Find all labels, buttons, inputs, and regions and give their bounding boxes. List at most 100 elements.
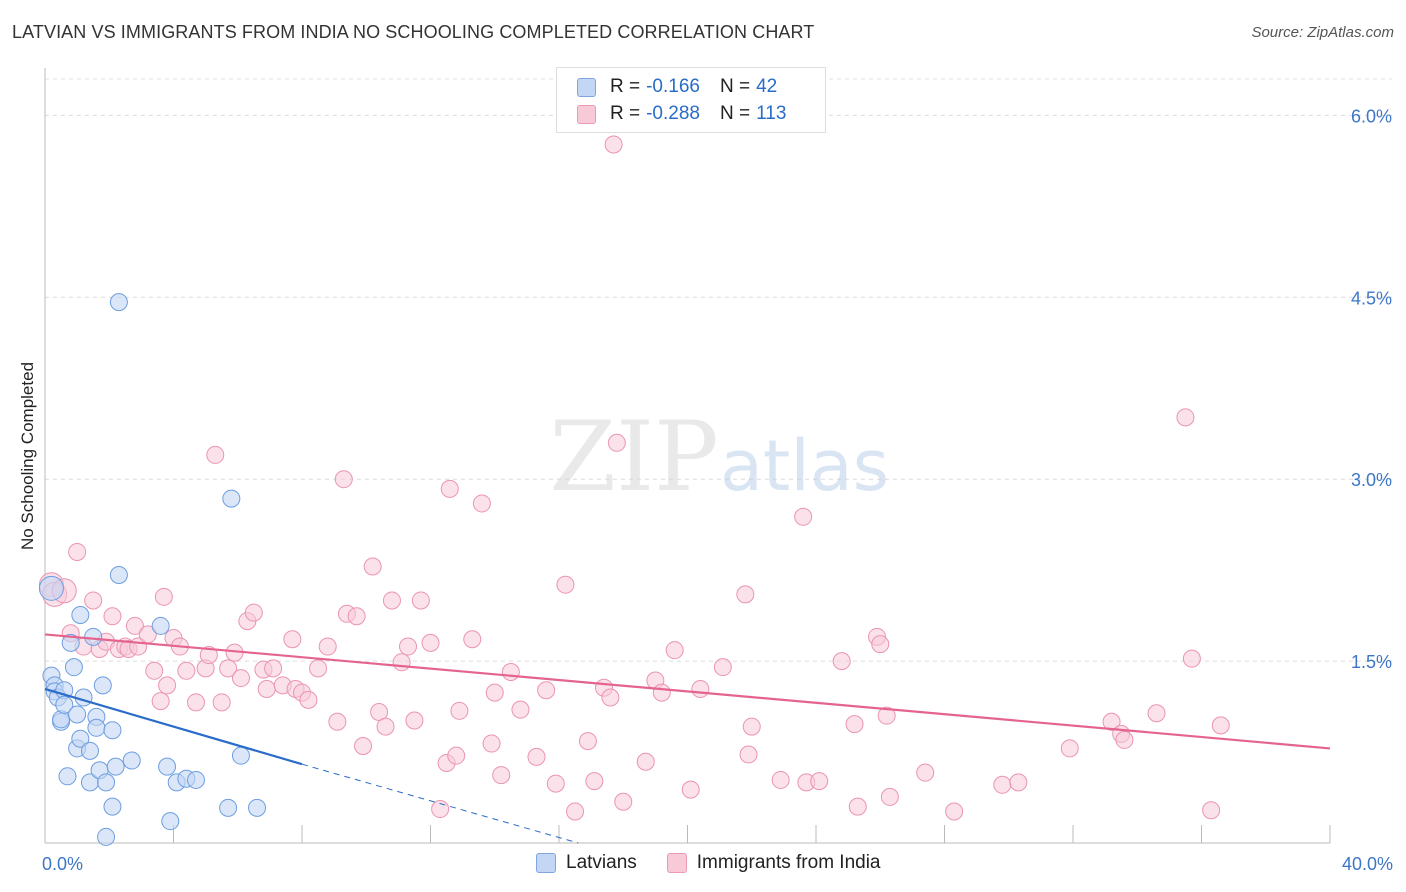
- india-n-value: 113: [756, 103, 787, 124]
- india-point: [742, 717, 761, 736]
- india-point: [1060, 739, 1079, 758]
- india-point: [1202, 801, 1221, 820]
- india-point: [363, 557, 382, 576]
- n-label: N =: [719, 76, 751, 97]
- india-point: [354, 736, 373, 755]
- latvians-point: [84, 627, 103, 646]
- latvians-point: [38, 575, 64, 601]
- latvians-point: [97, 827, 116, 846]
- y-tick-label: 3.0%: [1351, 470, 1392, 490]
- latvians-point: [151, 616, 170, 635]
- legend-item-india[interactable]: Immigrants from India: [666, 852, 881, 874]
- india-point: [739, 745, 758, 764]
- india-point: [691, 679, 710, 698]
- india-point: [199, 646, 218, 665]
- latvians-point: [64, 658, 83, 677]
- latvians-point: [80, 741, 99, 760]
- india-point: [713, 658, 732, 677]
- india-point: [347, 607, 366, 626]
- india-point: [585, 772, 604, 791]
- india-point: [993, 775, 1012, 794]
- latvians-point: [219, 798, 238, 817]
- latvians-point: [106, 757, 125, 776]
- india-point: [665, 641, 684, 660]
- india-point: [231, 669, 250, 688]
- india-point: [945, 802, 964, 821]
- india-point: [257, 679, 276, 698]
- india-point: [447, 746, 466, 765]
- india-point: [527, 747, 546, 766]
- gridlines: [45, 78, 1392, 662]
- india-point: [405, 711, 424, 730]
- india-point: [450, 701, 469, 720]
- india-point: [652, 683, 671, 702]
- axes: [44, 68, 1331, 844]
- india-point: [206, 445, 225, 464]
- india-point: [440, 479, 459, 498]
- india-point: [1147, 704, 1166, 723]
- india-point: [318, 637, 337, 656]
- india-point: [1102, 712, 1121, 731]
- legend-label-latvians: Latvians: [566, 852, 637, 873]
- india-regression-line: [44, 633, 1331, 750]
- india-point: [283, 630, 302, 649]
- r-label: R =: [610, 103, 641, 124]
- india-point: [636, 752, 655, 771]
- india-point: [411, 591, 430, 610]
- x-tick-label: 40.0%: [1342, 854, 1393, 874]
- india-point: [736, 585, 755, 604]
- regression-lines: [44, 633, 1331, 844]
- india-point: [328, 712, 347, 731]
- india-point: [604, 135, 623, 154]
- x-tick-label: 0.0%: [42, 854, 83, 874]
- source-label: Source: ZipAtlas.com: [1251, 24, 1394, 41]
- legend-item-latvians[interactable]: Latvians: [536, 852, 637, 874]
- india-point: [84, 591, 103, 610]
- latvians-point: [97, 773, 116, 792]
- india-point: [158, 676, 177, 695]
- latvians-point: [87, 718, 106, 737]
- latvians-point: [248, 798, 267, 817]
- latvians-point: [103, 721, 122, 740]
- india-point: [832, 652, 851, 671]
- india-point: [578, 732, 597, 751]
- india-point: [145, 661, 164, 680]
- india-point: [219, 659, 238, 678]
- latvians-point: [222, 489, 241, 508]
- india-point: [1182, 649, 1201, 668]
- india-point: [151, 692, 170, 711]
- india-point: [264, 659, 283, 678]
- latvians-point: [55, 695, 74, 714]
- series-india-points: [38, 135, 1230, 821]
- latvians-point: [61, 633, 80, 652]
- india-point: [601, 688, 620, 707]
- india-point: [501, 663, 520, 682]
- india-point: [566, 802, 585, 821]
- legend-swatch-india: [666, 853, 687, 873]
- india-point: [485, 683, 504, 702]
- india-point: [382, 591, 401, 610]
- india-point: [392, 653, 411, 672]
- india-point: [1009, 773, 1028, 792]
- latvians-r-value: -0.166: [646, 76, 700, 97]
- india-point: [1211, 716, 1230, 735]
- india-point: [871, 635, 890, 654]
- latvians-point: [71, 729, 90, 748]
- india-point: [334, 470, 353, 489]
- india-point: [607, 433, 626, 452]
- india-point: [309, 659, 328, 678]
- india-point: [537, 681, 556, 700]
- latvians-point: [58, 767, 77, 786]
- latvians-point: [52, 710, 71, 729]
- legend-row-latvians: R = -0.166 N = 42: [577, 76, 777, 98]
- latvians-regression-line: [44, 687, 303, 766]
- india-point: [492, 766, 511, 785]
- india-point: [472, 494, 491, 513]
- legend-swatch-latvians: [536, 853, 556, 873]
- india-point: [68, 542, 87, 561]
- india-point: [794, 507, 813, 526]
- india-point: [916, 763, 935, 782]
- india-point: [186, 693, 205, 712]
- legend-label-india: Immigrants from India: [696, 852, 881, 873]
- latvians-point: [93, 676, 112, 695]
